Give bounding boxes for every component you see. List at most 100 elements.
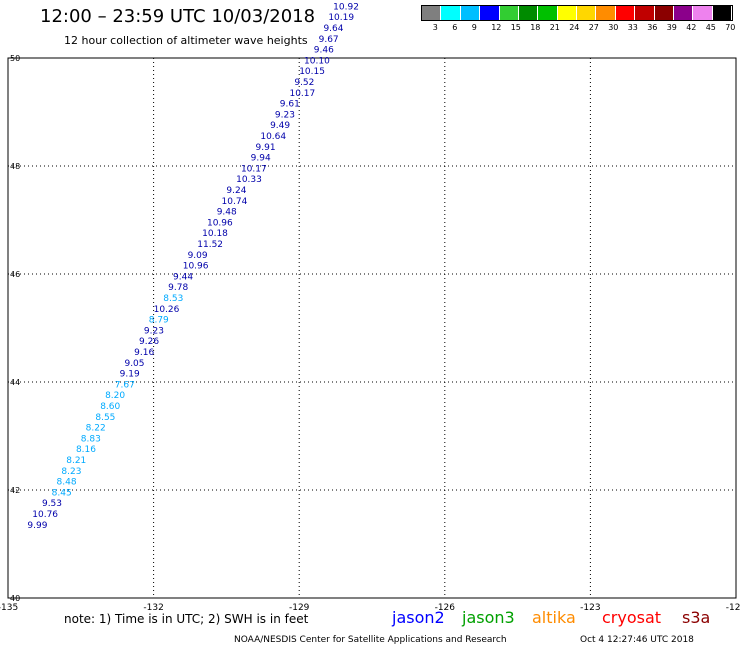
wave-height-value: 10.96 [183,262,209,272]
wave-height-value: 9.46 [314,46,334,56]
legend-label: 24 [569,23,580,32]
wave-height-value: 10.33 [236,175,262,185]
legend-swatch [635,6,655,20]
satellite-cryosat: cryosat [602,608,662,627]
legend-swatch [480,6,500,20]
y-tick-label: 42 [10,486,20,495]
wave-height-value: 9.16 [134,348,154,358]
y-tick-label: 50 [10,54,20,63]
wave-height-value: 8.21 [66,456,86,466]
legend-label: 12 [491,23,502,32]
wave-height-value: 10.17 [289,89,315,99]
wave-height-value: 8.22 [86,424,106,434]
wave-height-value: 9.23 [275,110,295,120]
satellite-s3a: s3a [682,608,711,627]
wave-height-value: 8.55 [95,413,115,423]
wave-height-value: 9.23 [144,326,164,336]
y-tick-label: 40 [10,594,20,603]
wave-height-value: 10.74 [222,197,248,207]
wave-height-value: 9.61 [280,100,300,110]
map-frame [7,57,737,599]
legend-label: 33 [627,23,638,32]
y-tick-label: 48 [10,162,20,171]
wave-height-value: 10.96 [207,218,233,228]
legend-swatch [538,6,558,20]
legend-swatch [693,6,713,20]
credit-text: NOAA/NESDIS Center for Satellite Applica… [234,635,507,645]
legend-swatch [441,6,461,20]
wave-height-value: 8.79 [149,316,169,326]
wave-height-value: 10.17 [241,164,267,174]
wave-height-value: 8.48 [57,478,77,488]
wave-height-value: 10.92 [333,2,359,12]
wave-height-value: 10.76 [32,510,58,520]
legend-swatch [615,6,636,20]
legend-swatch [712,6,732,20]
wave-height-value: 9.09 [188,251,208,261]
legend-swatch [557,6,577,20]
footer-note: note: 1) Time is in UTC; 2) SWH is in fe… [64,612,309,626]
x-tick-label: -135 [0,603,18,613]
x-tick-label: -126 [435,603,456,613]
wave-height-value: 9.26 [139,337,159,347]
wave-height-value: 9.19 [120,370,140,380]
legend-label: 9 [471,23,477,32]
wave-height-value: 8.23 [61,467,81,477]
x-tick-label: -123 [580,603,600,613]
legend-label: 36 [647,23,658,32]
wave-height-value: 9.53 [42,499,62,509]
legend-swatch [654,6,674,20]
legend-label: 6 [452,23,458,32]
timestamp-text: Oct 4 12:27:46 UTC 2018 [580,635,694,645]
wave-height-value: 9.94 [251,154,271,164]
legend-label: 18 [530,23,541,32]
map-title: 12:00 – 23:59 UTC 10/03/2018 [40,6,316,27]
legend-swatch [460,6,481,20]
wave-height-value: 8.53 [163,294,183,304]
wave-height-value: 7.67 [115,380,135,390]
wave-height-value: 9.91 [256,143,276,153]
wave-height-value: 8.16 [76,445,96,455]
legend-label: 15 [510,23,521,32]
x-tick-label: -120 [726,603,740,613]
legend-swatch [577,6,597,20]
legend-label: 39 [666,23,677,32]
legend-swatch [518,6,539,20]
legend-label: 21 [549,23,560,32]
wave-height-value: 9.99 [27,521,47,531]
wave-height-value: 8.83 [81,434,101,444]
legend-swatch [499,6,519,20]
legend-label: 30 [608,23,619,32]
legend-label: 45 [705,23,716,32]
y-tick-label: 44 [10,378,20,387]
map-subtitle: 12 hour collection of altimeter wave hei… [64,34,308,47]
wave-height-value: 9.64 [323,24,343,34]
legend-label: 27 [588,23,599,32]
y-tick-label: 46 [10,270,20,279]
wave-height-value: 9.05 [124,359,144,369]
wave-height-value: 8.45 [52,488,72,498]
legend-label: 70 [725,23,736,32]
wave-height-value: 9.78 [168,283,188,293]
wave-height-value: 10.64 [260,132,286,142]
wave-height-value: 10.18 [202,229,228,239]
legend-label: 42 [686,23,697,32]
wave-height-value: 10.15 [299,67,325,77]
wave-height-value: 8.60 [100,402,120,412]
wave-height-value: 9.67 [319,35,339,45]
legend-swatch [422,6,442,20]
wave-height-value: 9.83 [338,0,358,2]
wave-height-value: 10.10 [304,56,330,66]
wave-height-value: 8.20 [105,391,125,401]
satellite-altika: altika [532,608,576,627]
legend-swatches [421,5,733,21]
legend-swatch [596,6,616,20]
wave-height-value: 9.49 [270,121,290,131]
wave-height-value: 9.24 [226,186,246,196]
wave-height-value: 10.19 [328,13,354,23]
wave-height-value: 9.44 [173,272,193,282]
legend-swatch [673,6,694,20]
